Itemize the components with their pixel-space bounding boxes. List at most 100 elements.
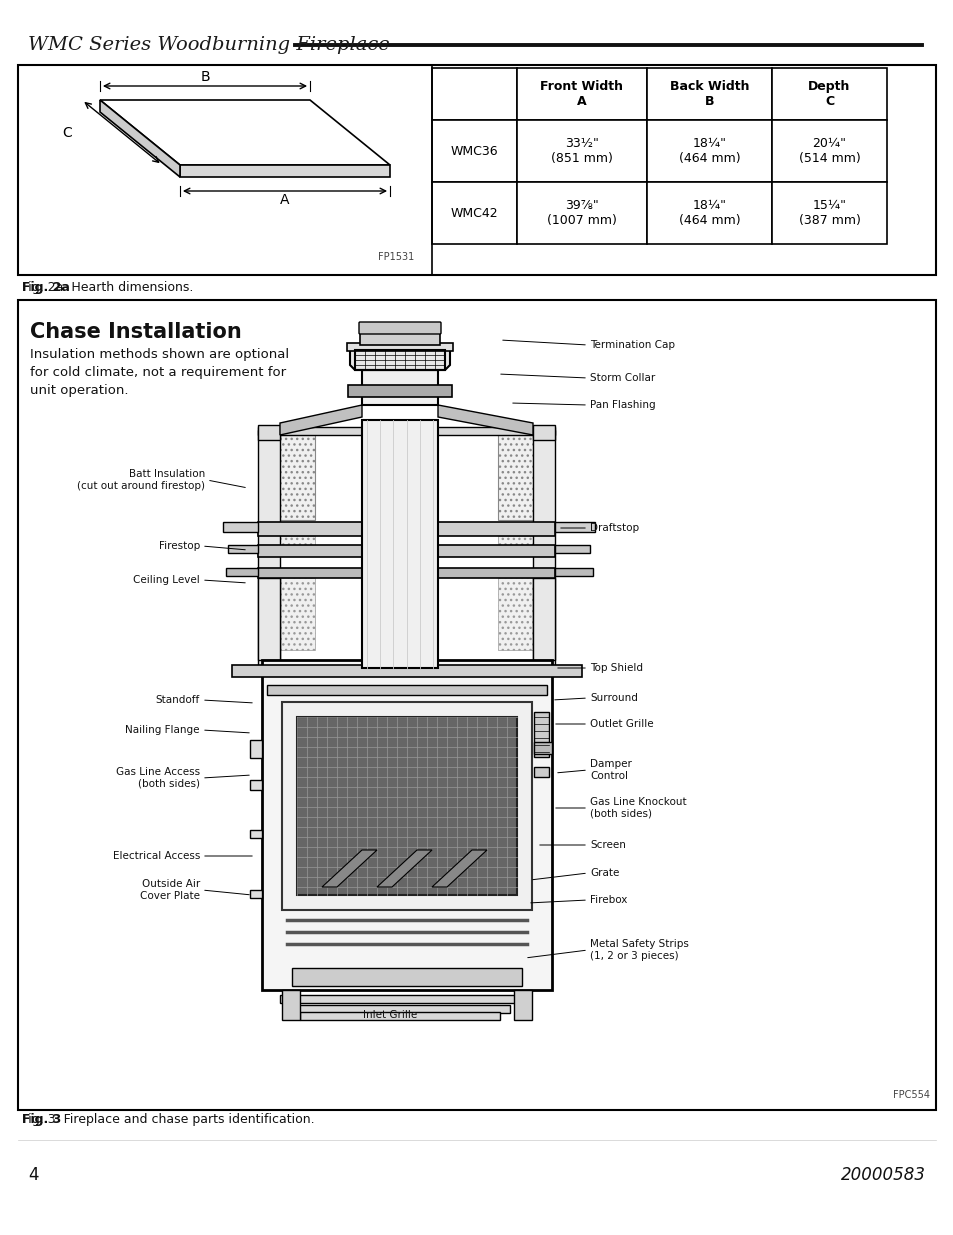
Bar [361, 522, 437, 536]
Text: Fig. 3: Fig. 3 [22, 1114, 61, 1126]
Polygon shape [180, 165, 390, 177]
Bar [361, 427, 437, 435]
Text: 4: 4 [28, 1166, 38, 1184]
Bar [282, 990, 299, 1020]
Bar [257, 427, 555, 435]
Bar [497, 578, 533, 650]
Polygon shape [100, 100, 180, 177]
Text: A: A [280, 193, 290, 207]
Bar [257, 425, 280, 440]
Text: Screen: Screen [589, 840, 625, 850]
Bar [517, 68, 646, 120]
Text: 20¼"
(514 mm): 20¼" (514 mm) [798, 137, 860, 165]
Text: 20000583: 20000583 [841, 1166, 925, 1184]
Bar [533, 430, 555, 671]
Bar [432, 182, 517, 245]
Text: Gas Line Knockout
(both sides): Gas Line Knockout (both sides) [589, 798, 686, 819]
Bar [533, 425, 555, 440]
Bar [18, 65, 935, 275]
Text: Standoff: Standoff [155, 695, 200, 705]
Polygon shape [280, 405, 361, 435]
Bar [771, 120, 886, 182]
Bar [257, 545, 555, 557]
Text: 33½"
(851 mm): 33½" (851 mm) [551, 137, 612, 165]
Text: WMC36: WMC36 [450, 144, 497, 158]
Bar [228, 545, 257, 553]
Text: Chase Installation: Chase Installation [30, 322, 241, 342]
Text: Surround: Surround [589, 693, 638, 703]
Text: Inlet Grille: Inlet Grille [362, 1010, 416, 1020]
Bar [771, 68, 886, 120]
Bar [250, 830, 262, 839]
Bar [299, 1011, 499, 1020]
Bar [348, 385, 452, 396]
Text: Electrical Access: Electrical Access [112, 851, 200, 861]
Bar [267, 685, 546, 695]
Text: Fig. 2a  Hearth dimensions.: Fig. 2a Hearth dimensions. [22, 280, 193, 294]
Bar [646, 182, 771, 245]
Text: Ceiling Level: Ceiling Level [133, 576, 200, 585]
Polygon shape [437, 405, 533, 435]
Bar [517, 120, 646, 182]
Text: Damper
Control: Damper Control [589, 760, 631, 781]
Bar [497, 536, 533, 545]
Text: Insulation methods shown are optional
for cold climate, not a requirement for
un: Insulation methods shown are optional fo… [30, 348, 289, 396]
Bar [250, 890, 262, 898]
Polygon shape [376, 850, 432, 887]
Text: Fig. 2a: Fig. 2a [22, 280, 70, 294]
Bar [534, 767, 548, 777]
Bar [359, 330, 439, 345]
Text: C: C [62, 126, 71, 140]
Bar [361, 420, 437, 668]
Bar [432, 120, 517, 182]
Bar [250, 781, 262, 790]
Text: Fig. 3  Fireplace and chase parts identification.: Fig. 3 Fireplace and chase parts identif… [22, 1114, 314, 1126]
Text: FP1531: FP1531 [377, 252, 414, 262]
Bar [555, 522, 595, 532]
Bar [262, 659, 552, 990]
Bar [646, 68, 771, 120]
Text: Depth
C: Depth C [807, 80, 850, 107]
Bar [257, 430, 280, 671]
Bar [347, 343, 453, 351]
Bar [223, 522, 257, 532]
Bar [646, 120, 771, 182]
Bar [280, 995, 519, 1003]
Text: Termination Cap: Termination Cap [589, 340, 675, 350]
Text: Metal Safety Strips
(1, 2 or 3 pieces): Metal Safety Strips (1, 2 or 3 pieces) [589, 939, 688, 961]
Text: 15¼"
(387 mm): 15¼" (387 mm) [798, 199, 860, 227]
Bar [226, 568, 257, 576]
Polygon shape [322, 850, 376, 887]
Bar [361, 370, 437, 405]
Bar [361, 568, 437, 578]
Bar [280, 578, 314, 650]
Bar [432, 68, 517, 120]
Text: 18¼"
(464 mm): 18¼" (464 mm) [678, 199, 740, 227]
Bar [282, 701, 532, 910]
FancyBboxPatch shape [358, 322, 440, 333]
Bar [555, 545, 589, 553]
Text: Gas Line Access
(both sides): Gas Line Access (both sides) [115, 767, 200, 789]
Bar [232, 664, 581, 677]
Bar [361, 545, 437, 557]
Bar [250, 740, 262, 758]
Bar [514, 990, 532, 1020]
Text: Top Shield: Top Shield [589, 663, 642, 673]
Text: WMC Series Woodburning Fireplace: WMC Series Woodburning Fireplace [28, 36, 390, 54]
Polygon shape [350, 350, 450, 370]
Text: Storm Collar: Storm Collar [589, 373, 655, 383]
Bar [257, 578, 280, 659]
Bar [771, 182, 886, 245]
Bar [257, 568, 555, 578]
Polygon shape [100, 100, 390, 165]
Bar [290, 1005, 510, 1013]
Text: Outlet Grille: Outlet Grille [589, 719, 653, 729]
Text: 18¼"
(464 mm): 18¼" (464 mm) [678, 137, 740, 165]
Bar [355, 350, 444, 370]
Bar [18, 300, 935, 1110]
Bar [355, 350, 444, 370]
Text: 39⅞"
(1007 mm): 39⅞" (1007 mm) [546, 199, 617, 227]
Bar [497, 435, 533, 520]
Polygon shape [432, 850, 486, 887]
Bar [280, 536, 314, 545]
